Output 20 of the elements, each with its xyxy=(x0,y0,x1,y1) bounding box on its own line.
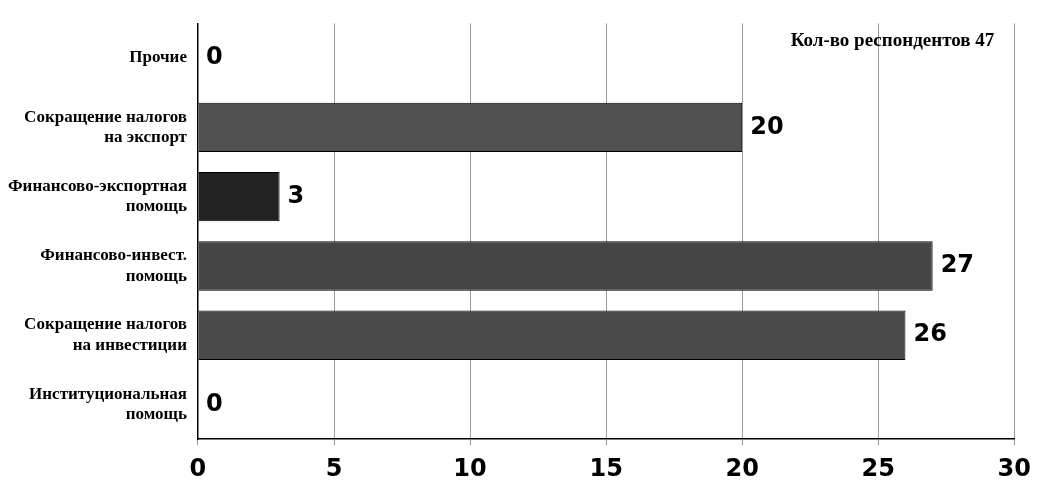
data-label: 26 xyxy=(913,319,947,348)
x-tick-label: 20 xyxy=(725,453,759,482)
data-label: 0 xyxy=(205,42,223,71)
y-tick-label: Прочие xyxy=(129,47,188,67)
x-tick-label: 15 xyxy=(589,453,623,482)
x-tick-label: 10 xyxy=(453,453,487,482)
data-label: 3 xyxy=(287,180,305,209)
y-tick-label: Сокращение налогов на инвестиции xyxy=(24,314,188,354)
y-tick-label: Сокращение налогов на экспорт xyxy=(24,106,188,146)
x-tick-label: 0 xyxy=(189,453,207,482)
data-label: 20 xyxy=(750,111,784,140)
data-label: 27 xyxy=(940,250,975,279)
annotation: Кол-во респондентов 47 xyxy=(790,29,995,51)
x-tick-label: 5 xyxy=(325,453,343,482)
y-tick-label: Финансово-экспортная помощь xyxy=(8,175,187,216)
x-tick-label: 25 xyxy=(861,453,895,482)
y-tick-label: Институциональная помощь xyxy=(29,383,187,424)
x-tick-label: 30 xyxy=(997,453,1031,482)
data-label: 0 xyxy=(205,388,223,417)
y-tick-label: Финансово-инвест. помощь xyxy=(40,245,187,285)
